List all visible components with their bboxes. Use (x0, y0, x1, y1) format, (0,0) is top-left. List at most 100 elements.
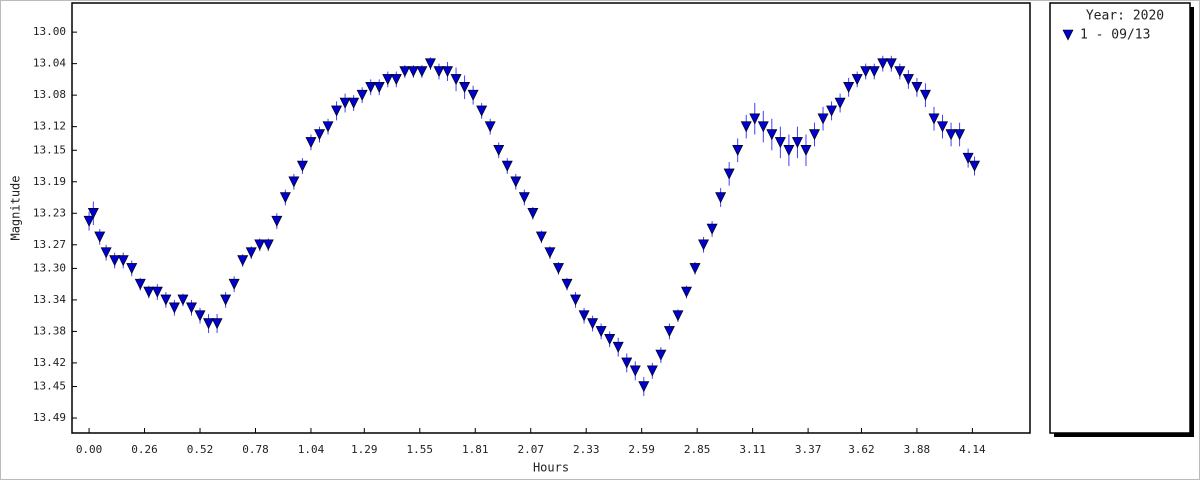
data-point (809, 129, 820, 141)
data-point (638, 381, 650, 393)
data-point (783, 144, 795, 156)
data-point (928, 113, 940, 125)
data-point (254, 239, 266, 251)
data-point (578, 310, 590, 322)
y-tick-label: 13.00 (33, 25, 66, 38)
data-point (757, 121, 769, 133)
data-point (535, 231, 547, 243)
data-point (314, 129, 325, 141)
data-point (834, 97, 846, 109)
y-tick-label: 13.23 (33, 206, 66, 219)
x-tick-label: 2.85 (684, 443, 711, 456)
data-point (134, 278, 146, 290)
data-point (723, 168, 735, 180)
data-point (467, 89, 479, 101)
x-tick-label: 2.33 (573, 443, 600, 456)
data-point (698, 239, 710, 251)
data-point (902, 74, 914, 86)
data-point (459, 81, 471, 93)
data-point (228, 278, 240, 290)
x-tick-label: 3.37 (795, 443, 822, 456)
y-tick-label: 13.49 (33, 411, 66, 424)
data-point (450, 74, 462, 86)
data-point (288, 176, 300, 188)
data-point (305, 137, 317, 149)
data-point (151, 286, 163, 298)
data-point (245, 247, 257, 259)
x-tick-label: 3.11 (739, 443, 766, 456)
data-point (271, 215, 283, 227)
data-point (885, 58, 897, 70)
data-point (493, 144, 505, 156)
data-point (382, 74, 394, 86)
data-point (433, 66, 445, 78)
data-point (646, 365, 658, 377)
data-point (322, 121, 334, 133)
data-point (373, 81, 385, 93)
data-point (518, 192, 530, 204)
data-point (143, 286, 155, 298)
data-point (399, 66, 411, 78)
data-point (894, 66, 906, 78)
data-point (715, 192, 727, 204)
data-point (672, 310, 684, 322)
data-point (365, 81, 377, 93)
data-point (339, 97, 351, 109)
data-point (552, 263, 564, 275)
data-point (168, 302, 180, 314)
data-point (663, 326, 675, 338)
data-point (331, 105, 343, 117)
y-tick-label: 13.12 (33, 120, 66, 133)
data-point (612, 341, 624, 353)
x-tick-label: 2.07 (517, 443, 544, 456)
data-point (954, 129, 966, 141)
data-point (262, 239, 274, 251)
data-point (117, 255, 129, 267)
x-tick-label: 1.81 (462, 443, 489, 456)
data-point (945, 129, 957, 141)
data-point (220, 294, 232, 306)
x-tick-label: 1.29 (351, 443, 378, 456)
y-tick-label: 13.38 (33, 324, 66, 337)
data-point (655, 349, 667, 361)
data-point (416, 66, 428, 78)
data-point (203, 318, 215, 330)
data-point (211, 318, 223, 330)
data-point (860, 66, 872, 78)
data-point (826, 105, 838, 117)
data-point (527, 207, 539, 219)
data-point (109, 255, 121, 267)
data-point (160, 294, 172, 306)
data-point (800, 144, 812, 156)
data-point (348, 97, 360, 109)
data-point (94, 231, 106, 243)
y-tick-label: 13.19 (33, 175, 66, 188)
legend-marker (1062, 29, 1074, 41)
data-point (774, 137, 786, 149)
data-point (851, 74, 863, 86)
data-point (604, 333, 616, 345)
data-point (595, 326, 607, 338)
x-tick-label: 1.55 (407, 443, 434, 456)
legend-box (1049, 2, 1191, 434)
plot-frame (71, 2, 1031, 434)
x-tick-label: 3.62 (848, 443, 875, 456)
data-point (919, 89, 931, 101)
y-tick-label: 13.30 (33, 261, 66, 274)
data-point (544, 247, 556, 259)
data-point (749, 113, 761, 125)
x-tick-label: 0.26 (131, 443, 158, 456)
data-point (83, 215, 95, 227)
data-point (740, 121, 752, 133)
data-point (766, 129, 778, 141)
data-point (911, 81, 923, 93)
data-point (407, 66, 419, 78)
x-tick-label: 0.00 (76, 443, 103, 456)
data-point (442, 66, 454, 78)
data-point (689, 263, 701, 275)
data-point (100, 247, 112, 259)
y-tick-label: 13.04 (33, 57, 66, 70)
data-point (843, 81, 855, 93)
data-point (424, 58, 436, 70)
